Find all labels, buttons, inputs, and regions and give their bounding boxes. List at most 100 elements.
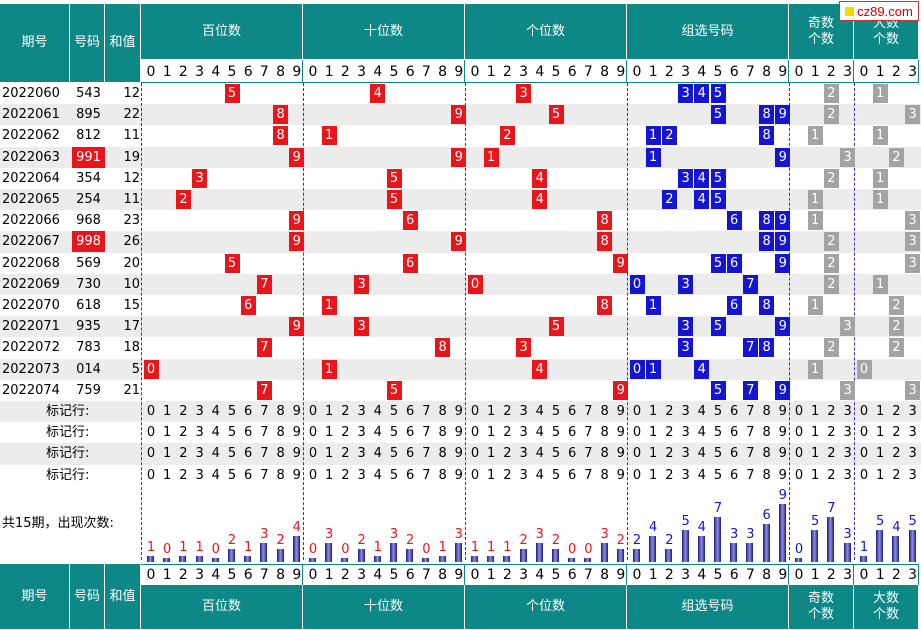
mark-digit[interactable]: 1 bbox=[325, 467, 334, 483]
mark-digit[interactable]: 5 bbox=[227, 404, 237, 419]
mark-digit[interactable]: 0 bbox=[146, 425, 156, 441]
mark-digit[interactable]: 1 bbox=[163, 425, 172, 441]
mark-digit[interactable]: 0 bbox=[859, 467, 869, 483]
mark-digit[interactable]: 2 bbox=[179, 404, 188, 419]
mark-digit[interactable]: 1 bbox=[487, 404, 496, 419]
mark-digit[interactable]: 2 bbox=[665, 467, 674, 483]
mark-digit[interactable]: 2 bbox=[827, 467, 836, 483]
mark-digit[interactable]: 9 bbox=[616, 425, 625, 441]
mark-digit[interactable]: 9 bbox=[292, 404, 301, 419]
mark-digit[interactable]: 5 bbox=[713, 446, 723, 462]
mark-digit[interactable]: 0 bbox=[470, 467, 480, 483]
mark-digit[interactable]: 9 bbox=[292, 467, 301, 483]
mark-digit[interactable]: 6 bbox=[406, 467, 415, 483]
mark-digit[interactable]: 2 bbox=[892, 446, 901, 462]
mark-digit[interactable]: 7 bbox=[422, 425, 431, 441]
mark-digit[interactable]: 2 bbox=[503, 404, 512, 419]
mark-digit[interactable]: 7 bbox=[260, 467, 269, 483]
mark-digit[interactable]: 5 bbox=[713, 467, 723, 483]
mark-digit[interactable]: 9 bbox=[778, 467, 787, 483]
mark-digit[interactable]: 7 bbox=[746, 467, 755, 483]
mark-digit[interactable]: 2 bbox=[892, 425, 901, 441]
mark-digit[interactable]: 4 bbox=[211, 425, 220, 441]
mark-digit[interactable]: 9 bbox=[616, 404, 625, 419]
mark-digit[interactable]: 3 bbox=[519, 404, 528, 419]
mark-digit[interactable]: 0 bbox=[470, 404, 480, 419]
mark-digit[interactable]: 1 bbox=[325, 404, 334, 419]
mark-digit[interactable]: 0 bbox=[859, 425, 869, 441]
mark-digit[interactable]: 0 bbox=[308, 446, 318, 462]
mark-digit[interactable]: 7 bbox=[746, 425, 755, 441]
mark-digit[interactable]: 6 bbox=[730, 467, 739, 483]
mark-digit[interactable]: 8 bbox=[762, 425, 771, 441]
mark-digit[interactable]: 2 bbox=[665, 425, 674, 441]
mark-digit[interactable]: 4 bbox=[535, 467, 544, 483]
mark-digit[interactable]: 9 bbox=[292, 446, 301, 462]
mark-digit[interactable]: 3 bbox=[681, 425, 690, 441]
mark-digit[interactable]: 6 bbox=[244, 404, 253, 419]
mark-digit[interactable]: 5 bbox=[227, 425, 237, 441]
mark-digit[interactable]: 1 bbox=[876, 425, 885, 441]
mark-digit[interactable]: 1 bbox=[325, 425, 334, 441]
mark-digit[interactable]: 5 bbox=[389, 404, 399, 419]
mark-digit[interactable]: 3 bbox=[908, 467, 917, 483]
mark-digit[interactable]: 3 bbox=[195, 467, 204, 483]
mark-digit[interactable]: 6 bbox=[244, 446, 253, 462]
mark-digit[interactable]: 9 bbox=[454, 425, 463, 441]
mark-digit[interactable]: 5 bbox=[389, 467, 399, 483]
mark-digit[interactable]: 2 bbox=[179, 467, 188, 483]
mark-digit[interactable]: 6 bbox=[406, 425, 415, 441]
mark-digit[interactable]: 1 bbox=[876, 446, 885, 462]
mark-digit[interactable]: 0 bbox=[859, 446, 869, 462]
mark-digit[interactable]: 4 bbox=[697, 404, 706, 419]
mark-digit[interactable]: 3 bbox=[519, 467, 528, 483]
mark-digit[interactable]: 2 bbox=[827, 404, 836, 419]
mark-digit[interactable]: 3 bbox=[357, 446, 366, 462]
mark-digit[interactable]: 9 bbox=[454, 467, 463, 483]
mark-digit[interactable]: 5 bbox=[551, 425, 561, 441]
mark-digit[interactable]: 9 bbox=[616, 446, 625, 462]
mark-digit[interactable]: 0 bbox=[146, 446, 156, 462]
mark-digit[interactable]: 0 bbox=[146, 404, 156, 419]
mark-digit[interactable]: 6 bbox=[568, 404, 577, 419]
mark-digit[interactable]: 1 bbox=[163, 467, 172, 483]
mark-digit[interactable]: 0 bbox=[632, 467, 642, 483]
mark-digit[interactable]: 4 bbox=[373, 425, 382, 441]
mark-digit[interactable]: 3 bbox=[357, 404, 366, 419]
mark-digit[interactable]: 6 bbox=[406, 446, 415, 462]
mark-digit[interactable]: 2 bbox=[665, 446, 674, 462]
mark-digit[interactable]: 0 bbox=[794, 425, 804, 441]
mark-digit[interactable]: 4 bbox=[373, 467, 382, 483]
mark-digit[interactable]: 8 bbox=[438, 404, 447, 419]
mark-digit[interactable]: 8 bbox=[438, 467, 447, 483]
mark-digit[interactable]: 7 bbox=[260, 446, 269, 462]
mark-digit[interactable]: 8 bbox=[438, 425, 447, 441]
mark-digit[interactable]: 4 bbox=[697, 467, 706, 483]
mark-digit[interactable]: 1 bbox=[325, 446, 334, 462]
mark-digit[interactable]: 2 bbox=[341, 404, 350, 419]
mark-digit[interactable]: 3 bbox=[843, 404, 852, 419]
mark-digit[interactable]: 2 bbox=[892, 404, 901, 419]
mark-digit[interactable]: 3 bbox=[195, 425, 204, 441]
mark-digit[interactable]: 7 bbox=[584, 446, 593, 462]
mark-digit[interactable]: 9 bbox=[616, 467, 625, 483]
mark-digit[interactable]: 9 bbox=[778, 425, 787, 441]
mark-digit[interactable]: 6 bbox=[406, 404, 415, 419]
mark-digit[interactable]: 5 bbox=[713, 425, 723, 441]
mark-digit[interactable]: 0 bbox=[794, 467, 804, 483]
mark-digit[interactable]: 7 bbox=[746, 446, 755, 462]
mark-digit[interactable]: 4 bbox=[373, 446, 382, 462]
mark-digit[interactable]: 5 bbox=[713, 404, 723, 419]
mark-digit[interactable]: 1 bbox=[163, 404, 172, 419]
mark-digit[interactable]: 5 bbox=[551, 404, 561, 419]
mark-digit[interactable]: 2 bbox=[827, 446, 836, 462]
mark-digit[interactable]: 3 bbox=[519, 425, 528, 441]
mark-digit[interactable]: 1 bbox=[811, 467, 820, 483]
mark-digit[interactable]: 2 bbox=[341, 425, 350, 441]
mark-digit[interactable]: 5 bbox=[551, 467, 561, 483]
mark-digit[interactable]: 4 bbox=[535, 425, 544, 441]
mark-digit[interactable]: 0 bbox=[632, 446, 642, 462]
mark-digit[interactable]: 8 bbox=[276, 467, 285, 483]
mark-digit[interactable]: 8 bbox=[276, 425, 285, 441]
mark-digit[interactable]: 4 bbox=[535, 446, 544, 462]
